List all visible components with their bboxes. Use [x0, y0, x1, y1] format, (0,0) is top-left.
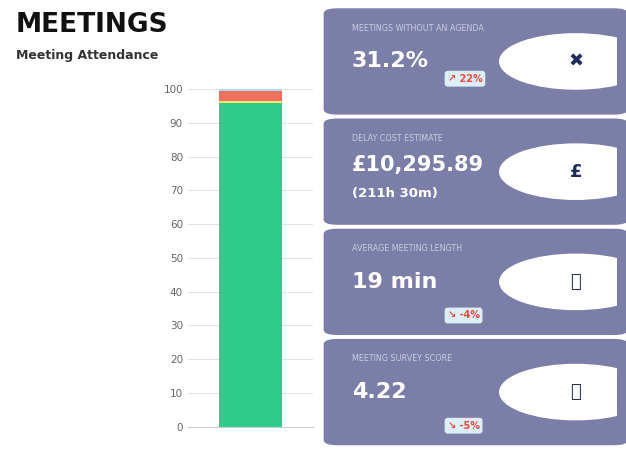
- Circle shape: [500, 144, 626, 199]
- Text: 31.2%: 31.2%: [352, 51, 429, 71]
- Bar: [219, 89, 282, 91]
- Text: Meeting Attendance: Meeting Attendance: [16, 49, 158, 62]
- Text: (211h 30m): (211h 30m): [352, 187, 438, 200]
- Text: ⏱: ⏱: [570, 383, 581, 401]
- Bar: [219, 101, 282, 103]
- Circle shape: [500, 34, 626, 89]
- Bar: [219, 103, 282, 427]
- Circle shape: [500, 254, 626, 310]
- Text: MEETINGS WITHOUT AN AGENDA: MEETINGS WITHOUT AN AGENDA: [352, 23, 484, 33]
- Text: £10,295.89: £10,295.89: [352, 155, 484, 175]
- Text: ↘ -4%: ↘ -4%: [448, 310, 480, 320]
- Text: MEETINGS: MEETINGS: [16, 12, 168, 38]
- Circle shape: [500, 364, 626, 420]
- Text: £: £: [570, 163, 582, 181]
- Text: MEETING SURVEY SCORE: MEETING SURVEY SCORE: [352, 354, 452, 363]
- Text: DELAY COST ESTIMATE: DELAY COST ESTIMATE: [352, 134, 443, 143]
- Text: ↘ -5%: ↘ -5%: [448, 421, 480, 431]
- FancyBboxPatch shape: [324, 229, 626, 335]
- Text: ⧖: ⧖: [570, 273, 581, 291]
- FancyBboxPatch shape: [324, 8, 626, 114]
- Text: ✖: ✖: [568, 53, 583, 70]
- Text: 4.22: 4.22: [352, 382, 406, 402]
- Text: ↗ 22%: ↗ 22%: [448, 74, 483, 83]
- Text: AVERAGE MEETING LENGTH: AVERAGE MEETING LENGTH: [352, 244, 462, 253]
- FancyBboxPatch shape: [324, 119, 626, 225]
- Bar: [219, 91, 282, 101]
- FancyBboxPatch shape: [324, 339, 626, 445]
- Text: 19 min: 19 min: [352, 272, 437, 292]
